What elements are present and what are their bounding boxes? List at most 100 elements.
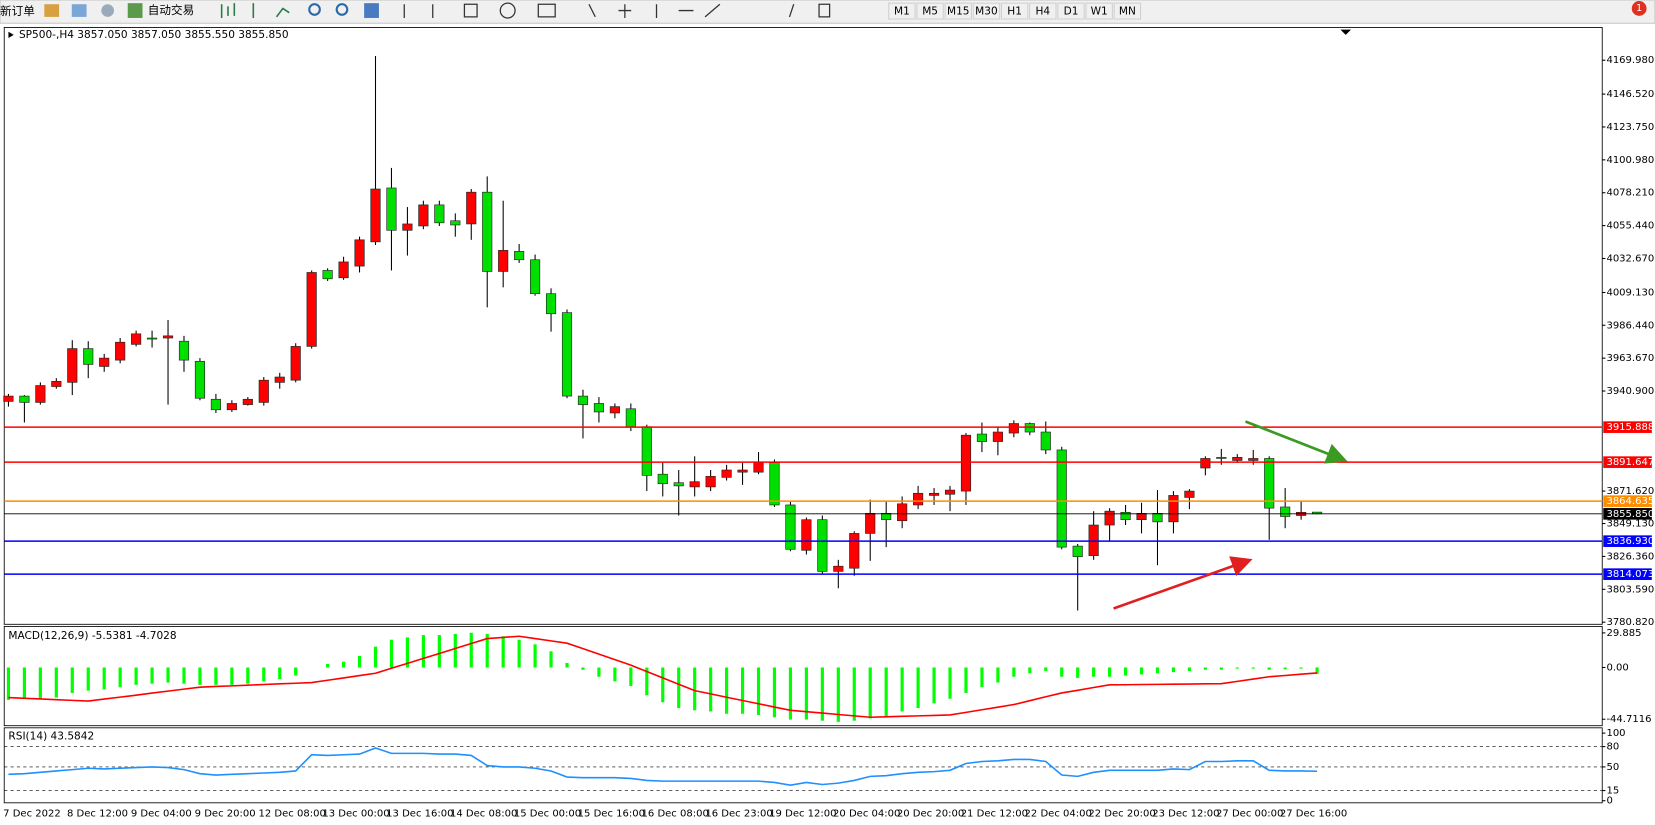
candle-body [1040,431,1051,451]
timeframe-label[interactable]: M30 [975,6,998,18]
x-tick-label: 15 Dec 00:00 [514,808,581,819]
candle-body [83,348,94,365]
x-tick-label: 8 Dec 12:00 [67,808,128,819]
timeframe-label[interactable]: M1 [894,6,910,18]
candle-body [370,188,381,243]
timeframe-button[interactable] [1000,2,1029,20]
tile-icon[interactable] [364,3,379,18]
candle-body [115,341,126,361]
timeframe-label[interactable]: W1 [1091,6,1108,18]
timeframe-button[interactable] [1029,2,1057,20]
new-order-button[interactable]: 新订单 [0,4,35,18]
candle-body [865,513,876,534]
x-tick-label: 9 Dec 04:00 [131,808,192,819]
histogram-bar [262,667,266,682]
level-label: 3814.073 [1606,569,1654,580]
y-tick-label: -44.7116 [1606,714,1651,725]
timeframe-button[interactable] [916,2,944,20]
candle-body [242,398,253,405]
timeframe-label[interactable]: H4 [1035,6,1050,18]
histogram-bar [597,667,601,677]
macd-panel [3,625,1603,727]
zoom-in[interactable] [308,3,321,16]
histogram-bar [38,667,42,699]
timeframe-label[interactable]: M5 [922,6,938,18]
histogram-bar [469,632,473,668]
auto-trading-icon[interactable] [127,3,143,18]
timeframe-button[interactable] [1085,2,1113,20]
y-tick-label: 4123.750 [1606,122,1654,133]
histogram-bar [629,667,633,687]
y-tick-label: 80 [1606,742,1619,753]
histogram-bar [1235,667,1239,669]
level-label-bg [1603,456,1652,468]
y-tick-label: 0 [1606,796,1612,807]
symbol-marker [8,31,14,39]
candle-body [434,204,445,224]
y-tick-label: 3940.900 [1606,386,1654,397]
y-tick-label: 3826.360 [1606,551,1654,562]
y-tick-label: 50 [1606,762,1619,773]
candle-body [354,239,365,267]
candle-body [801,519,812,551]
histogram-bar [820,667,824,721]
zoom-out[interactable] [335,3,349,16]
candle-body [306,272,317,347]
histogram-bar [677,667,681,708]
candle-body [960,434,972,492]
timeframe-button[interactable] [888,2,916,20]
histogram-bar [1044,667,1048,671]
indicator-line [8,747,1318,786]
candle-body [833,565,844,572]
timeframe-label[interactable]: D1 [1064,6,1079,18]
macd-title: MACD(12,26,9) -5.5381 -4.7028 [8,630,176,642]
candle-body [1088,524,1099,556]
icon[interactable] [101,4,114,17]
histogram-bar [709,667,713,712]
candle-body [753,462,764,473]
x-tick-label: 14 Dec 08:00 [450,808,517,819]
histogram-bar [214,667,218,685]
timeframe-label[interactable]: M15 [947,6,970,18]
candle-body [641,426,652,476]
y-tick-label: 4009.130 [1606,287,1654,298]
histogram-bar [565,662,569,668]
timeframe-label[interactable]: MN [1119,6,1136,18]
histogram-bar [357,655,362,668]
chart-type-icons[interactable] [220,3,290,18]
histogram-bar [852,667,856,721]
timeframe-label[interactable]: H1 [1007,6,1022,18]
histogram-bar [86,667,90,691]
candle-body [1264,458,1275,509]
y-tick-label: 3986.440 [1606,320,1654,331]
histogram-bar [22,667,26,699]
candle-body [402,223,413,231]
histogram-bar [725,667,729,714]
candle-body [1200,458,1211,469]
histogram-bar [1123,667,1128,676]
histogram-bar [756,667,761,715]
candle-body [657,473,668,485]
histogram-bar [102,667,106,690]
timeframe-button[interactable] [1057,2,1085,20]
x-tick-label: 19 Dec 12:00 [769,808,836,819]
candle-body [1232,456,1243,461]
icon[interactable] [71,4,87,17]
candle-body [210,398,221,411]
annotation-arrow [1244,420,1348,464]
histogram-bar [230,667,234,685]
candle-body [162,335,174,339]
notification-badge[interactable] [1631,1,1647,16]
timeframe-button[interactable] [944,2,972,20]
icon[interactable] [44,4,60,17]
x-tick-label: 23 Dec 12:00 [1152,808,1219,819]
plot: 4169.980 4146.520 4123.750 4100.980 4078.210… [3,55,1654,819]
timeframe-button[interactable] [1113,2,1142,20]
timeframe-button[interactable] [972,2,1001,20]
auto-trading-button[interactable]: 自动交易 [148,3,194,17]
tool-icons[interactable] [403,2,831,19]
histogram-bar [964,667,968,693]
x-tick-label: 13 Dec 16:00 [386,808,453,819]
histogram-bar [916,667,920,708]
candle-body [721,469,732,478]
